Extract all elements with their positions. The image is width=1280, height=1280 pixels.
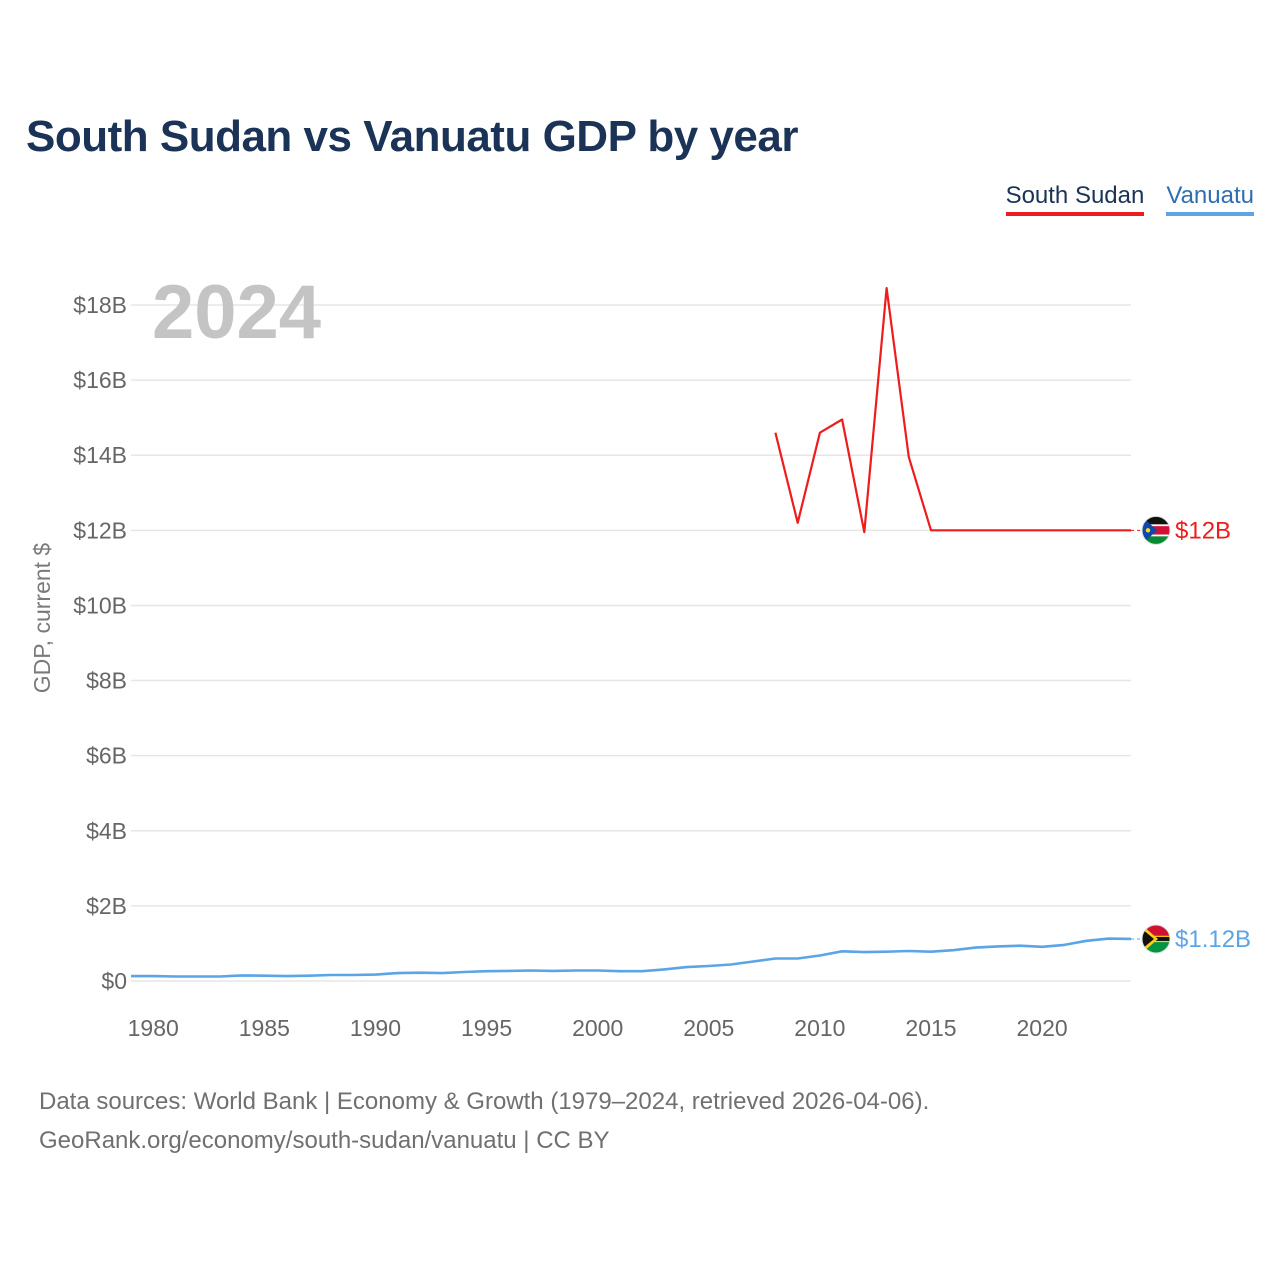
flag-icon-vanuatu <box>1141 924 1171 954</box>
y-tick-label: $18B <box>73 292 127 318</box>
y-axis-label: GDP, current $ <box>29 543 55 694</box>
end-value-label-vanuatu: $1.12B <box>1175 926 1251 953</box>
chart-title: South Sudan vs Vanuatu GDP by year <box>26 112 798 161</box>
series-line-south-sudan[interactable] <box>774 287 1131 534</box>
y-tick-label: $14B <box>73 442 127 468</box>
x-tick-label: 2015 <box>905 1015 956 1041</box>
footer: Data sources: World Bank | Economy & Gro… <box>39 1082 929 1160</box>
legend-item-south-sudan[interactable]: South Sudan <box>1005 182 1145 216</box>
legend: South Sudan Vanuatu <box>1005 182 1254 216</box>
x-tick-label: 2000 <box>572 1015 623 1041</box>
y-tick-label: $4B <box>86 818 127 844</box>
x-tick-label: 1995 <box>461 1015 512 1041</box>
x-tick-label: 2020 <box>1017 1015 1068 1041</box>
current-year-label: 2024 <box>152 270 321 355</box>
legend-item-vanuatu[interactable]: Vanuatu <box>1166 182 1254 216</box>
series-line-vanuatu[interactable] <box>131 937 1132 978</box>
footer-url: GeoRank.org/economy/south-sudan/vanuatu … <box>39 1127 610 1154</box>
end-value-label-south-sudan: $12B <box>1175 517 1231 544</box>
y-tick-label: $10B <box>73 592 127 618</box>
flag-icon-south-sudan <box>1141 515 1171 545</box>
y-tick-label: $6B <box>86 743 127 769</box>
x-tick-label: 2010 <box>794 1015 845 1041</box>
y-tick-label: $12B <box>73 517 127 543</box>
x-tick-label: 1985 <box>239 1015 290 1041</box>
y-tick-label: $16B <box>73 367 127 393</box>
footer-sources: Data sources: World Bank | Economy & Gro… <box>39 1088 930 1115</box>
y-tick-label: $8B <box>86 668 127 694</box>
y-tick-label: $2B <box>86 893 127 919</box>
x-tick-label: 1990 <box>350 1015 401 1041</box>
x-tick-label: 2005 <box>683 1015 734 1041</box>
x-tick-label: 1980 <box>128 1015 179 1041</box>
y-tick-label: $0 <box>101 968 127 994</box>
